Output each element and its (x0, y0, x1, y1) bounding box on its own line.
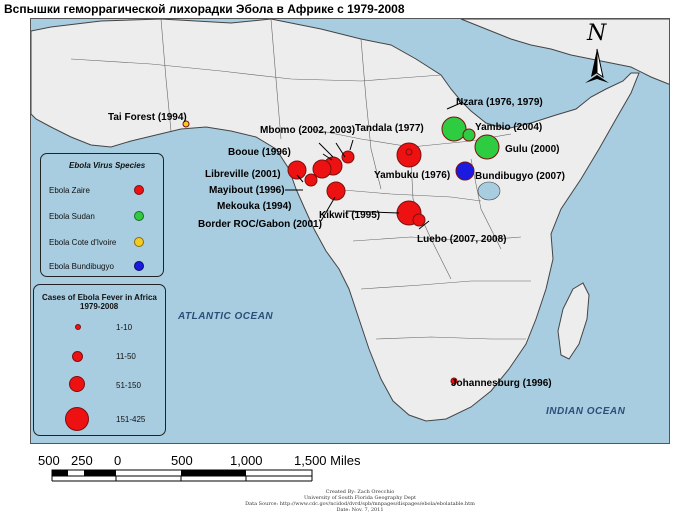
scale-label: 500 (171, 453, 193, 468)
cases-class-label: 11-50 (116, 352, 136, 361)
leader-lines (285, 101, 464, 230)
outbreak-marker (341, 150, 355, 164)
label-tandala: Tandala (1977) (355, 123, 424, 134)
species-swatch-sudan (134, 211, 144, 221)
indian-ocean-label: INDIAN OCEAN (546, 406, 626, 417)
leader-line (318, 142, 334, 158)
map-frame: Tai Forest (1994) Mbomo (2002, 2003) Boo… (30, 18, 670, 444)
africa-landmass (31, 19, 640, 422)
outbreak-marker (182, 120, 190, 128)
lake-victoria (477, 181, 501, 201)
outbreak-marker (412, 213, 426, 227)
species-legend-label: Ebola Cote d'Ivoire (49, 238, 117, 247)
label-johannesburg: Johannesburg (1996) (451, 378, 552, 389)
leader-line (345, 210, 400, 214)
outbreak-marker (441, 116, 467, 142)
label-bundibugyo: Bundibugyo (2007) (475, 171, 566, 182)
scale-label: 1,000 (230, 453, 263, 468)
label-booue: Booue (1996) (228, 147, 291, 158)
scale-label: 250 (71, 453, 93, 468)
scale-bar-graphic (51, 469, 313, 482)
species-legend-title: Ebola Virus Species (69, 161, 146, 170)
border-line (270, 19, 282, 140)
border-line (70, 58, 442, 82)
leader-line (446, 101, 464, 110)
madagascar (557, 282, 590, 360)
label-libreville: Libreville (2001) (205, 169, 281, 180)
cases-symbol-151-425 (65, 407, 89, 431)
border-line (160, 19, 172, 132)
credit-line: Created By: Zach Orecchio (325, 489, 395, 495)
border-line (360, 280, 531, 290)
label-luebo: Luebo (2007, 2008) (417, 234, 507, 245)
border-line (330, 188, 482, 202)
outbreak-marker (326, 181, 346, 201)
label-yambuku: Yambuku (1976) (374, 170, 451, 181)
outbreak-marker (312, 159, 332, 179)
species-swatch-cote-divoire (134, 237, 144, 247)
species-legend-label: Ebola Sudan (49, 212, 95, 221)
leader-line (349, 139, 354, 151)
species-legend-label: Ebola Zaire (49, 186, 90, 195)
cases-symbol-51-150 (69, 376, 85, 392)
cases-legend-subtitle: 1979-2008 (80, 302, 119, 311)
border-line (360, 38, 382, 190)
label-border-roc-gabon: Border ROC/Gabon (2001) (198, 219, 322, 230)
label-mekouka: Mekouka (1994) (217, 201, 292, 212)
border-line (375, 336, 526, 340)
outbreak-marker (287, 160, 307, 180)
label-nzara: Nzara (1976, 1979) (456, 97, 543, 108)
map-title: Вспышки геморрагической лихорадки Эбола … (4, 2, 405, 16)
atlantic-ocean-label: ATLANTIC OCEAN (178, 311, 274, 322)
label-kikwit: Kikwit (1995) (319, 210, 381, 221)
leader-line (418, 220, 430, 230)
species-swatch-bundibugyo (134, 261, 144, 271)
leader-line (335, 142, 346, 158)
species-swatch-zaire (134, 185, 144, 195)
leader-line (322, 153, 333, 161)
north-arrow: N (577, 21, 617, 87)
outbreak-marker (455, 161, 475, 181)
outbreak-markers (182, 116, 500, 385)
label-mbomo: Mbomo (2002, 2003) (260, 125, 356, 136)
label-tai-forest: Tai Forest (1994) (108, 112, 187, 123)
label-yambio: Yambio (2004) (475, 122, 543, 133)
border-line (470, 158, 502, 250)
credit-line: Date: Nov. 7, 2011 (336, 507, 384, 513)
cases-legend-title: Cases of Ebola Fever in Africa (42, 293, 157, 302)
cases-legend: Cases of Ebola Fever in Africa 1979-2008… (33, 284, 166, 436)
cases-symbol-11-50 (72, 351, 83, 362)
scale-label: 500 (38, 453, 60, 468)
outbreak-marker (462, 128, 476, 142)
outbreak-marker (450, 377, 458, 385)
map-canvas (31, 19, 669, 422)
outbreak-marker (474, 134, 500, 160)
cases-class-label: 1-10 (116, 323, 133, 332)
map-credits: Created By: Zach Orecchio University of … (240, 489, 480, 513)
scale-bar: 500 250 0 500 1,000 1,500 Miles (0, 448, 680, 488)
leader-line (320, 196, 336, 222)
leader-line (296, 174, 304, 183)
cases-symbol-1-10 (75, 324, 81, 330)
label-gulu: Gulu (2000) (505, 144, 560, 155)
arabian-peninsula (460, 19, 669, 85)
north-arrow-icon (585, 48, 609, 83)
label-mayibout: Mayibout (1996) (209, 185, 285, 196)
cases-class-label: 51-150 (116, 381, 141, 390)
credit-line: Data Source: http://www.cdc.gov/ncidod/d… (245, 501, 475, 507)
credit-line: University of South Florida Geography De… (303, 495, 417, 501)
scale-label: 0 (114, 453, 122, 468)
north-arrow-letter: N (587, 21, 607, 46)
cases-class-label: 151-425 (116, 415, 146, 424)
outbreak-marker (405, 148, 413, 156)
outbreak-marker (304, 173, 318, 187)
species-legend-label: Ebola Bundibugyo (49, 262, 114, 271)
scale-label: 1,500 Miles (294, 453, 361, 468)
species-legend: Ebola Virus Species Ebola Zaire Ebola Su… (40, 153, 164, 277)
